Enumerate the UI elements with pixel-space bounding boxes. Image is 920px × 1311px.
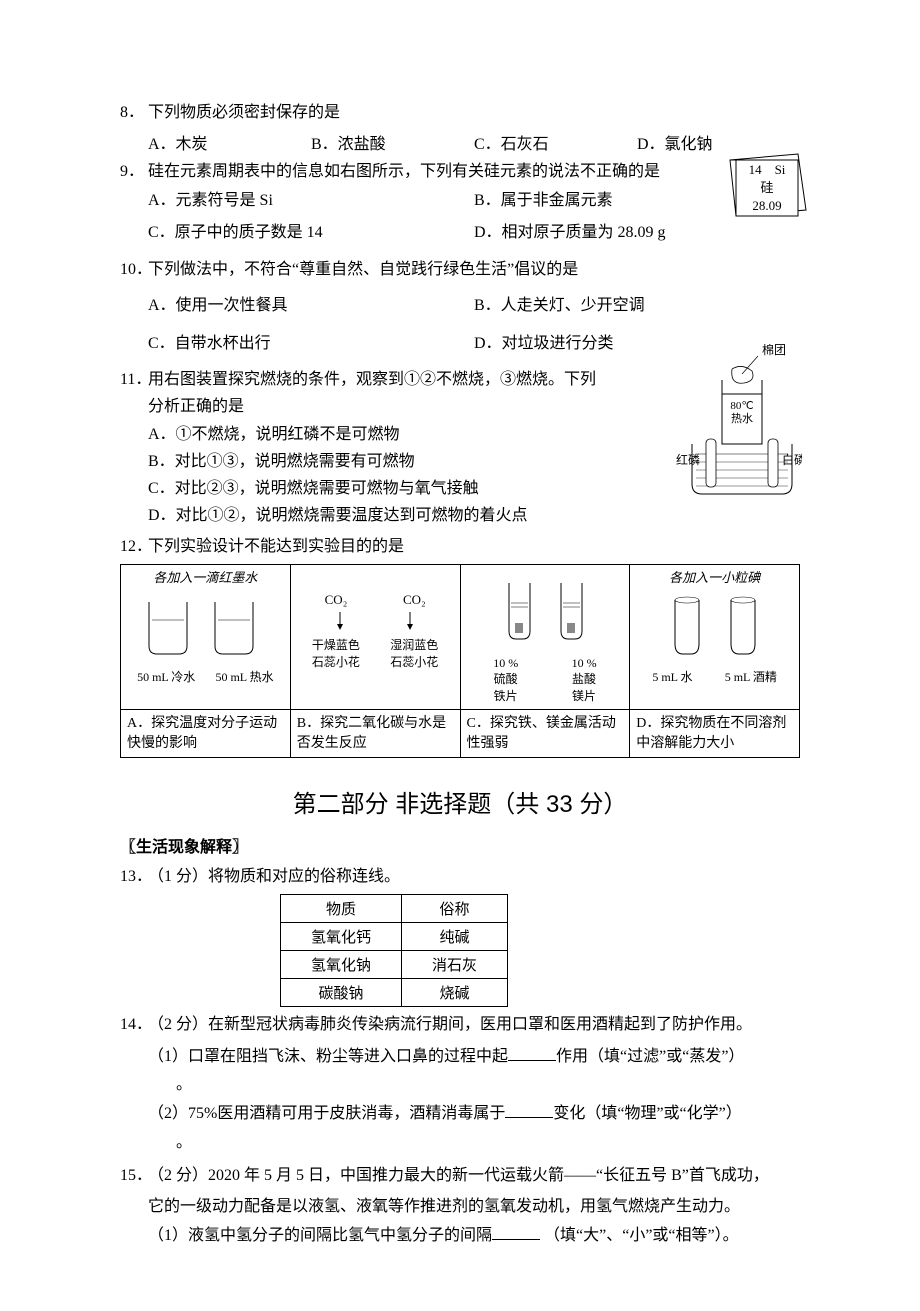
q14-number: 14． (120, 1011, 148, 1038)
svg-text:14 Si: 14 Si (749, 162, 786, 177)
q14-blank1[interactable] (508, 1044, 556, 1061)
q12-figcell-d: 各加入一小粒碘 5 mL 水5 mL 酒精 (630, 565, 800, 710)
svg-text:80℃: 80℃ (730, 400, 753, 412)
q9-opt-d: D．相对原子质量为 28.09 g (474, 219, 800, 246)
svg-text:白磷: 白磷 (782, 452, 802, 467)
q13-table: 物质 俗称 氢氧化钙纯碱 氢氧化钠消石灰 碳酸钠烧碱 (280, 894, 508, 1007)
q15-sub1: （1）液氢中氢分子的间隔比氢气中氢分子的间隔 （填“大”、“小”或“相等”）。 (120, 1222, 800, 1251)
q10-opt-c: C．自带水杯出行 (148, 327, 474, 361)
svg-text:棉团: 棉团 (762, 344, 786, 357)
q13-r2c1: 烧碱 (402, 979, 508, 1007)
q10-number: 10． (120, 256, 148, 283)
q12-row-a: A．探究温度对分子运动快慢的影响 (121, 710, 291, 758)
q15-stem-line2: 它的一级动力配备是以液氢、液氧等作推进剂的氢氧发动机，用氢气燃烧产生动力。 (120, 1193, 800, 1222)
q13-head-left: 物质 (281, 895, 402, 923)
q13-r2c0: 碳酸钠 (281, 979, 402, 1007)
svg-text:红磷: 红磷 (676, 452, 700, 467)
q13-stem: （1 分）将物质和对应的俗称连线。 (148, 868, 400, 885)
q9-stem: 硅在元素周期表中的信息如右图所示，下列有关硅元素的说法不正确的是 (148, 158, 800, 185)
svg-text:28.09: 28.09 (752, 198, 781, 213)
q15-stem-line1: （2 分）2020 年 5 月 5 日，中国推力最大的新一代运载火箭——“长征五… (148, 1167, 769, 1184)
q8-stem: 下列物质必须密封保存的是 (148, 99, 800, 126)
q15-blank1[interactable] (492, 1223, 540, 1240)
q12-row-d: D．探究物质在不同溶剂中溶解能力大小 (630, 710, 800, 758)
q9-opt-a: A．元素符号是 Si (148, 187, 474, 214)
subsection-life: 〖生活现象解释〗 (120, 833, 800, 857)
q8-opt-a: A．木炭 (148, 130, 311, 154)
q8-number: 8． (120, 99, 148, 126)
q8-opt-d: D．氯化钠 (637, 130, 800, 154)
q12-stem: 下列实验设计不能达到实验目的的是 (148, 533, 800, 560)
q14-sub1: （1）口罩在阻挡飞沫、粉尘等进入口鼻的过程中起作用（填“过滤”或“蒸发”） (120, 1043, 800, 1072)
q12-row-c: C．探究铁、镁金属活动性强弱 (460, 710, 630, 758)
q13-number: 13． (120, 863, 148, 890)
q14-blank2[interactable] (505, 1101, 553, 1118)
q14-sub1-end: 。 (120, 1071, 800, 1100)
q10-stem: 下列做法中，不符合“尊重自然、自觉践行绿色生活”倡议的是 (148, 256, 800, 283)
q14-stem: （2 分）在新型冠状病毒肺炎传染病流行期间，医用口罩和医用酒精起到了防护作用。 (148, 1016, 752, 1033)
q8-opt-c: C．石灰石 (474, 130, 637, 154)
q12-row-b: B．探究二氧化碳与水是否发生反应 (290, 710, 460, 758)
q9-figure: 14 Si 硅 28.09 (728, 152, 808, 218)
q9-opt-c: C．原子中的质子数是 14 (148, 219, 474, 246)
q11-number: 11． (120, 366, 148, 393)
q13-r1c1: 消石灰 (402, 951, 508, 979)
q13-r0c1: 纯碱 (402, 923, 508, 951)
q10-opt-a: A．使用一次性餐具 (148, 289, 474, 323)
q15-number: 15． (120, 1162, 148, 1189)
q13-r1c0: 氢氧化钠 (281, 951, 402, 979)
q10-opt-b: B．人走关灯、少开空调 (474, 289, 800, 323)
q12-figcell-a: 各加入一滴红墨水 50 mL 冷水50 mL 热水 (121, 565, 291, 710)
q8-opt-b: B．浓盐酸 (311, 130, 474, 154)
q14-sub2: （2）75%医用酒精可用于皮肤消毒，酒精消毒属于变化（填“物理”或“化学”） (120, 1100, 800, 1129)
q12-number: 12． (120, 533, 148, 560)
q11-figure: 棉团 80℃ 热水 (672, 344, 802, 508)
q13-head-right: 俗称 (402, 895, 508, 923)
svg-text:热水: 热水 (731, 412, 753, 425)
q9-number: 9． (120, 158, 148, 185)
q12-table: 各加入一滴红墨水 50 mL 冷水50 mL 热水 (120, 564, 800, 758)
q12-figcell-b: CO₂CO₂ 干燥蓝色湿润蓝色 石蕊小花石蕊小花 (290, 565, 460, 710)
svg-text:硅: 硅 (760, 180, 773, 195)
q12-figcell-c: 10 % 10 % 硫酸盐酸 铁片镁片 (460, 565, 630, 710)
q14-sub2-end: 。 (120, 1129, 800, 1158)
q13-r0c0: 氢氧化钙 (281, 923, 402, 951)
part2-title: 第二部分 非选择题（共 33 分） (120, 784, 800, 819)
